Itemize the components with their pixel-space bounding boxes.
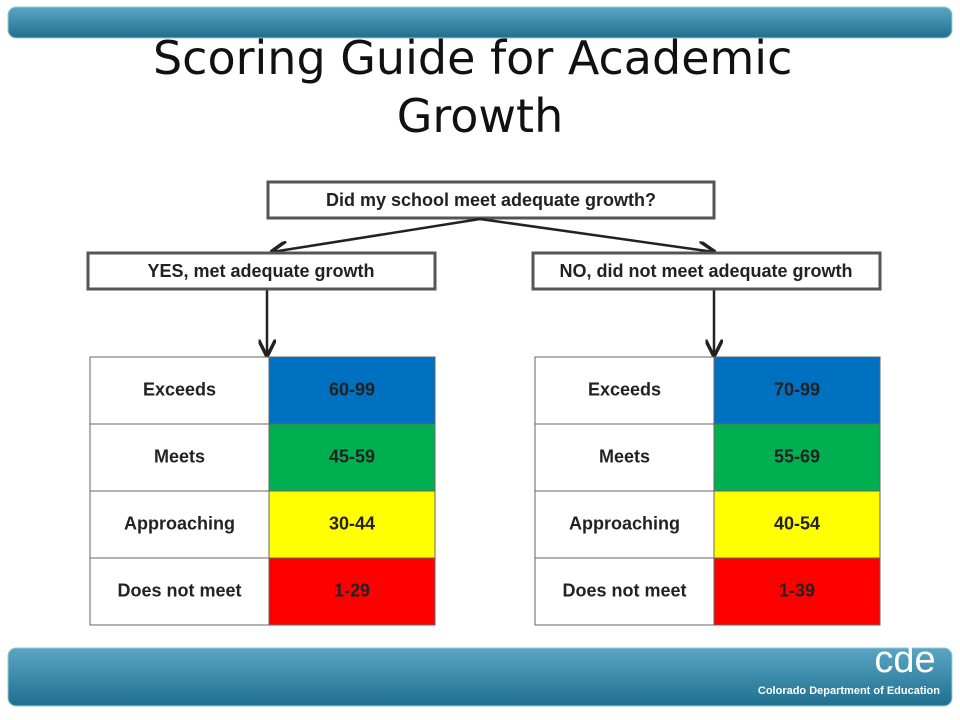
rating-cell bbox=[89, 356, 270, 425]
range-text: 70-99 bbox=[774, 379, 820, 399]
range-cell bbox=[268, 557, 436, 626]
branch-box bbox=[86, 251, 437, 291]
title-part: Growth bbox=[397, 89, 564, 143]
range-text: 40-54 bbox=[774, 513, 820, 533]
range-text: 60-99 bbox=[329, 379, 375, 399]
organization: Colorado Department of Education bbox=[758, 685, 940, 697]
bottom-bar bbox=[7, 647, 953, 707]
range-cell bbox=[713, 423, 881, 492]
range-text: 30-44 bbox=[329, 513, 375, 533]
arrow bbox=[272, 217, 481, 252]
title-line: Scoring Guide for Academic Growth bbox=[153, 31, 807, 143]
rating-text: Exceeds bbox=[143, 379, 216, 399]
rating-text: Approaching bbox=[124, 513, 235, 533]
tables: YES, met adequate growth Exceeds 60-99 Meet… bbox=[86, 251, 882, 626]
branch-box bbox=[531, 251, 882, 291]
question-box bbox=[266, 180, 716, 220]
title-part: Scoring Guide for Academic bbox=[153, 31, 792, 85]
arrow bbox=[479, 217, 714, 252]
rating-cell bbox=[534, 423, 715, 492]
range-text: 1-29 bbox=[334, 580, 370, 600]
logo: cde bbox=[874, 639, 935, 681]
range-cell bbox=[713, 356, 881, 425]
range-text: 45-59 bbox=[329, 446, 375, 466]
top-bar bbox=[7, 6, 953, 39]
rating-cell bbox=[534, 490, 715, 559]
rating-text: Does not meet bbox=[117, 580, 241, 600]
rating-cell bbox=[89, 557, 270, 626]
rating-text: Approaching bbox=[569, 513, 680, 533]
range-cell bbox=[268, 490, 436, 559]
branch-label: NO, did not meet adequate growth bbox=[559, 261, 852, 281]
rating-text: Exceeds bbox=[588, 379, 661, 399]
range-cell bbox=[713, 557, 881, 626]
rating-text: Does not meet bbox=[562, 580, 686, 600]
question-text: Did my school meet adequate growth? bbox=[326, 190, 656, 210]
range-cell bbox=[713, 490, 881, 559]
rating-cell bbox=[534, 557, 715, 626]
rating-text: Meets bbox=[599, 446, 650, 466]
branch-label: YES, met adequate growth bbox=[147, 261, 374, 281]
range-text: 1-39 bbox=[779, 580, 815, 600]
rating-text: Meets bbox=[154, 446, 205, 466]
rating-cell bbox=[89, 490, 270, 559]
range-cell bbox=[268, 423, 436, 492]
range-cell bbox=[268, 356, 436, 425]
rating-cell bbox=[89, 423, 270, 492]
range-text: 55-69 bbox=[774, 446, 820, 466]
